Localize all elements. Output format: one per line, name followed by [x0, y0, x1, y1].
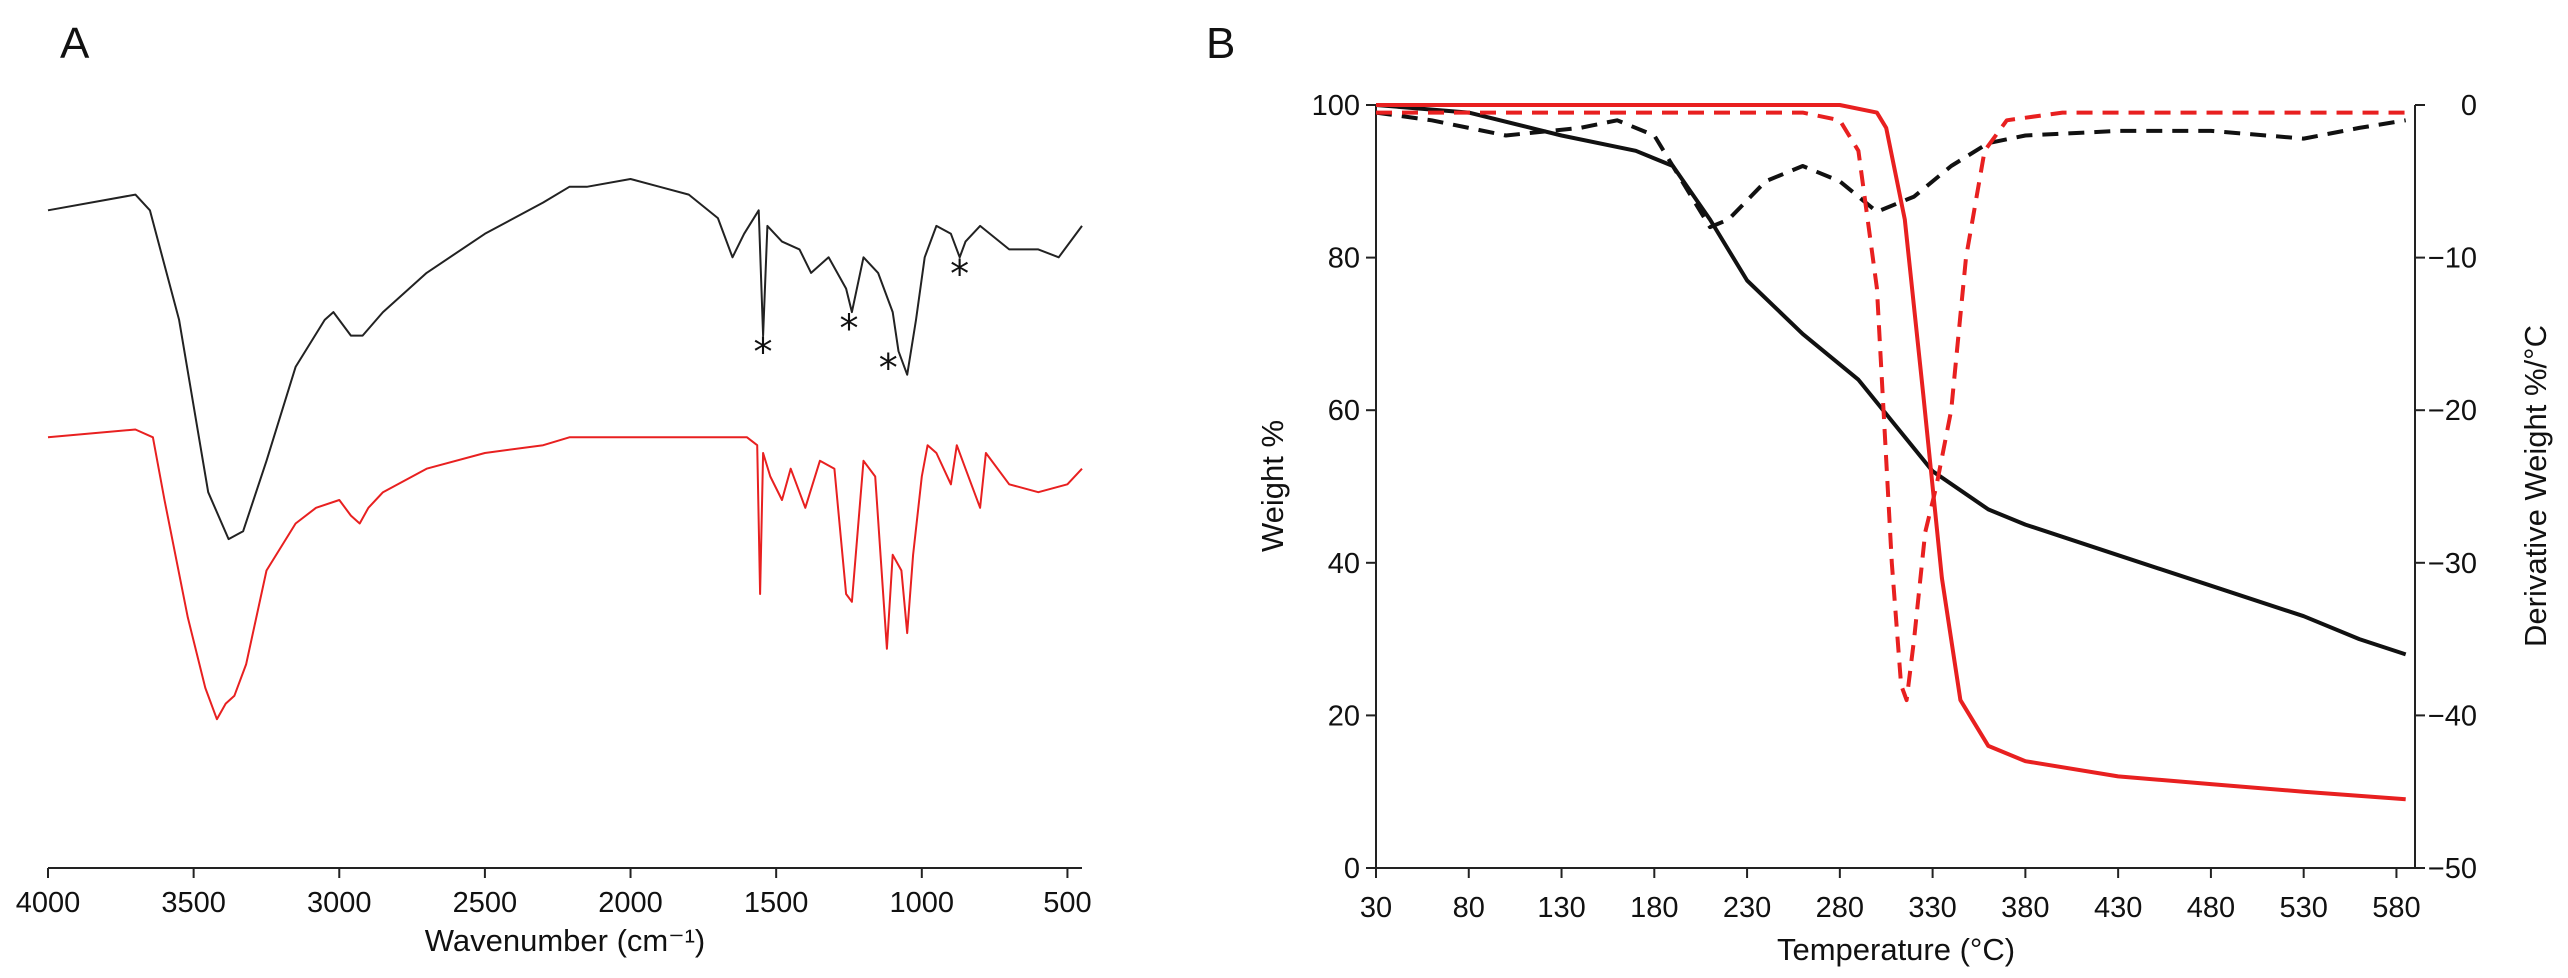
series-lower-spectrum	[47, 428, 1083, 721]
panel-b-x-tick-label: 180	[1630, 892, 1678, 924]
panel-b-x-tick-label: 430	[2094, 892, 2142, 924]
panel-b-y2-label: Derivative Weight %/°C	[2518, 325, 2553, 647]
panel-a-x-label: Wavenumber (cm⁻¹)	[425, 923, 705, 958]
panel-b-x-tick-label: 380	[2001, 892, 2049, 924]
panel-b-x-tick-label: 280	[1816, 892, 1864, 924]
panel-b-x-tick-label: 130	[1537, 892, 1585, 924]
panel-a-label: A	[60, 19, 90, 68]
panel-b-x-tick-label: 330	[1908, 892, 1956, 924]
panel-b-y2-tick-label: −30	[2428, 548, 2477, 580]
panel-b-x-tick-label: 230	[1723, 892, 1771, 924]
panel-b: B 30 80 130 180 230 280 330 380 430 480 530 580 0 20 4…	[1206, 19, 2553, 967]
panel-a-x-ticks: 4000 3500 3000 2500 2000 1500 1000 500	[16, 868, 1092, 919]
panel-a-x-tick-label: 1000	[890, 887, 955, 919]
series-black-derivative	[1375, 110, 2407, 230]
panel-b-y-label: Weight %	[1255, 420, 1290, 552]
series-red-weight	[1376, 103, 2406, 802]
panel-b-y2-tick-label: −20	[2428, 395, 2477, 427]
panel-b-y2-tick-label: −10	[2428, 243, 2477, 275]
panel-a-x-tick-label: 2000	[598, 887, 663, 919]
peak-marker: *	[839, 307, 858, 351]
panel-b-y-tick-label: 0	[1344, 853, 1360, 885]
series-upper-spectrum	[47, 178, 1083, 541]
panel-a-series	[47, 178, 1083, 721]
panel-a-x-tick-label: 4000	[16, 887, 81, 919]
peak-marker: *	[879, 346, 898, 390]
panel-b-y-tick-label: 40	[1328, 548, 1360, 580]
panel-b-y-tick-label: 100	[1312, 90, 1360, 122]
peak-marker: *	[950, 252, 969, 296]
panel-b-x-tick-label: 580	[2372, 892, 2420, 924]
series-red-derivative	[1376, 110, 2406, 703]
panel-a: A 4000 3500 3000 2500 2000 1500 1000 500 * * * * W…	[16, 19, 1092, 958]
series-black-weight	[1375, 103, 2407, 657]
panel-a-x-tick-label: 1500	[744, 887, 809, 919]
panel-b-y-tick-label: 60	[1328, 395, 1360, 427]
panel-b-x-tick-label: 30	[1360, 892, 1392, 924]
panel-b-y2-tick-label: −40	[2428, 700, 2477, 732]
panel-b-ticks: 30 80 130 180 230 280 330 380 430 480 530 580 0 20 40 6…	[1312, 90, 2477, 924]
panel-b-x-tick-label: 80	[1453, 892, 1485, 924]
panel-b-y2-tick-label: 0	[2461, 90, 2477, 122]
panel-b-x-tick-label: 480	[2187, 892, 2235, 924]
panel-b-label: B	[1206, 19, 1235, 68]
panel-a-x-tick-label: 500	[1043, 887, 1091, 919]
panel-a-x-tick-label: 3000	[307, 887, 372, 919]
panel-b-x-label: Temperature (°C)	[1777, 932, 2015, 967]
panel-b-series	[1375, 103, 2407, 802]
panel-b-y-tick-label: 80	[1328, 243, 1360, 275]
panel-b-y2-tick-label: −50	[2428, 853, 2477, 885]
panel-a-x-tick-label: 3500	[161, 887, 226, 919]
panel-b-x-tick-label: 530	[2279, 892, 2327, 924]
peak-marker: *	[754, 330, 773, 374]
panel-a-x-tick-label: 2500	[453, 887, 518, 919]
panel-a-peak-markers: * * * *	[754, 252, 970, 390]
panel-b-y-tick-label: 20	[1328, 700, 1360, 732]
